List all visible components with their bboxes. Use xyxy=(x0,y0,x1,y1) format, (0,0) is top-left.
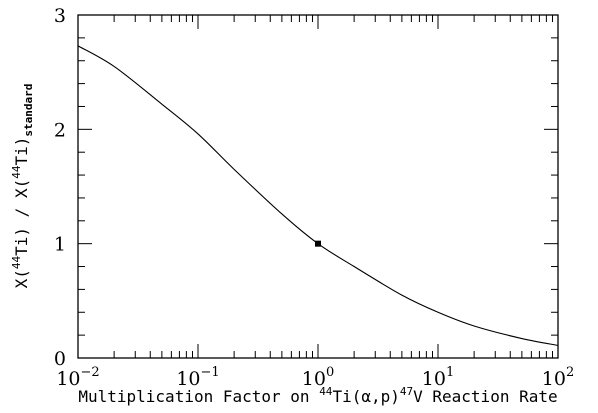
x-axis-title: Multiplication Factor on 44Ti(α,p)47V Re… xyxy=(78,385,557,406)
axis-ticks xyxy=(77,14,559,359)
y-tick-label: 0 xyxy=(54,348,66,370)
y-axis-title: X(44Ti) / X(44Ti)standard xyxy=(10,84,35,289)
x-tick-label: 100 xyxy=(302,365,334,390)
plot-frame xyxy=(77,14,559,359)
x-tick-label: 10−1 xyxy=(176,365,219,390)
data-point-marker xyxy=(315,240,321,247)
x-tick-label: 10−2 xyxy=(56,365,99,390)
y-tick-label: 3 xyxy=(54,5,66,27)
x-tick-label: 102 xyxy=(542,365,574,390)
series-curve xyxy=(77,45,559,346)
y-tick-label: 2 xyxy=(54,119,66,141)
markers xyxy=(315,240,321,247)
x-tick-label: 101 xyxy=(422,365,454,390)
y-tick-label: 1 xyxy=(54,234,66,256)
tick-labels: 10−2 10−1 100 101 102 0 1 2 3 xyxy=(54,5,574,390)
